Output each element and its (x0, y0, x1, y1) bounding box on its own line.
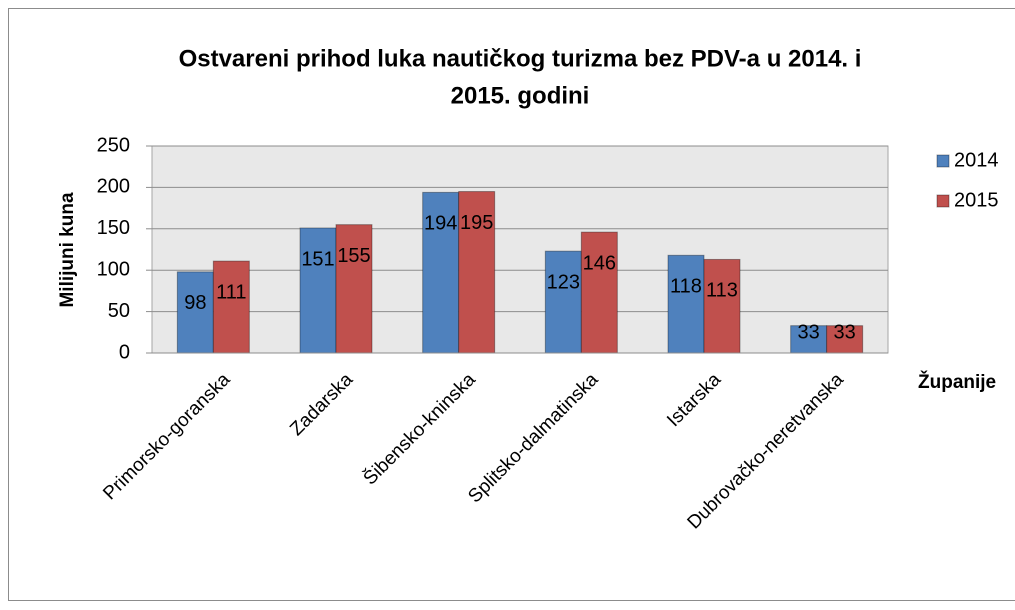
bar (335, 224, 373, 354)
y-tick-label: 150 (97, 217, 130, 239)
data-label: 194 (424, 213, 457, 235)
data-label: 195 (460, 212, 493, 234)
chart-title: Ostvareni prihod luka nautičkog turizma … (179, 45, 862, 72)
legend-label: 2015 (954, 189, 999, 211)
y-tick-label: 250 (97, 134, 130, 156)
bar (667, 254, 705, 354)
bar (544, 250, 582, 354)
bar (826, 325, 864, 354)
bar (703, 258, 741, 354)
bar (580, 231, 618, 354)
y-tick-label: 50 (108, 300, 130, 322)
data-label: 146 (583, 252, 616, 274)
data-label: 118 (670, 276, 702, 298)
bar (458, 191, 496, 354)
data-label: 33 (798, 321, 820, 343)
y-axis-label: Milijuni kuna (57, 192, 78, 307)
bar (299, 227, 337, 354)
data-label: 151 (301, 248, 334, 270)
y-tick-label: 0 (119, 341, 130, 363)
data-label: 33 (834, 321, 856, 343)
data-label: 98 (184, 292, 206, 314)
legend-swatch (936, 194, 950, 208)
data-label: 113 (706, 280, 738, 302)
legend-swatch (936, 154, 950, 168)
chart-title: 2015. godini (451, 82, 590, 109)
data-label: 155 (337, 245, 370, 267)
data-label: 123 (547, 271, 580, 293)
y-tick-label: 100 (97, 258, 130, 280)
bar (212, 260, 250, 354)
y-tick-label: 200 (97, 176, 130, 198)
x-axis-label: Županije (918, 371, 996, 393)
data-label: 111 (216, 281, 246, 303)
plot-area (151, 145, 889, 354)
legend-label: 2014 (954, 149, 999, 171)
